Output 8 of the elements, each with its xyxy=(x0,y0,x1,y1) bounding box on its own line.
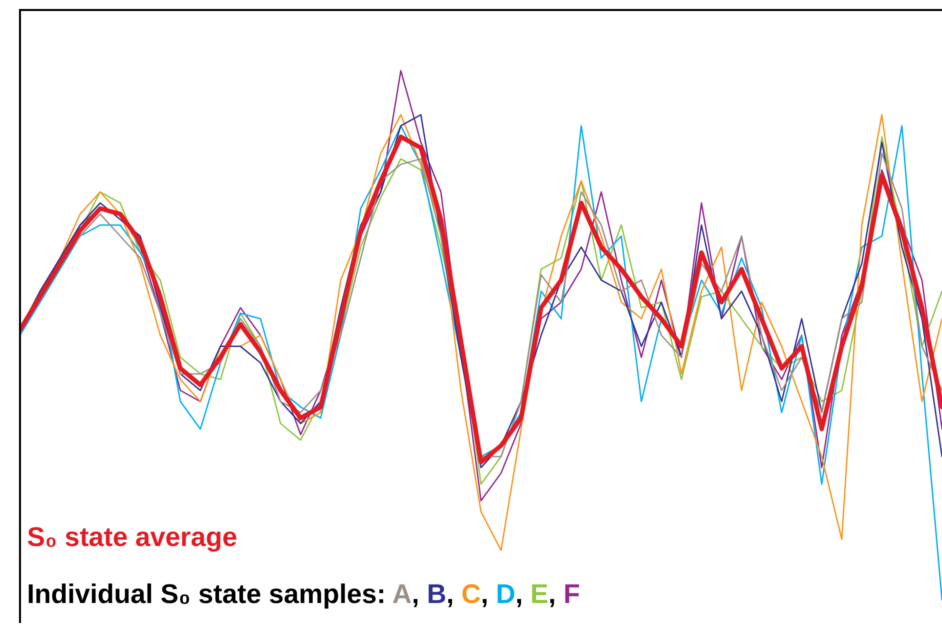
series-label: C xyxy=(461,579,481,609)
legend-title: Individual S₀ state samples: xyxy=(27,579,386,609)
text: A xyxy=(392,579,412,609)
text: F xyxy=(563,579,580,609)
text: S₀ state average xyxy=(27,522,238,553)
text: D xyxy=(496,579,516,609)
text: E xyxy=(530,579,548,609)
text: B xyxy=(426,579,446,609)
